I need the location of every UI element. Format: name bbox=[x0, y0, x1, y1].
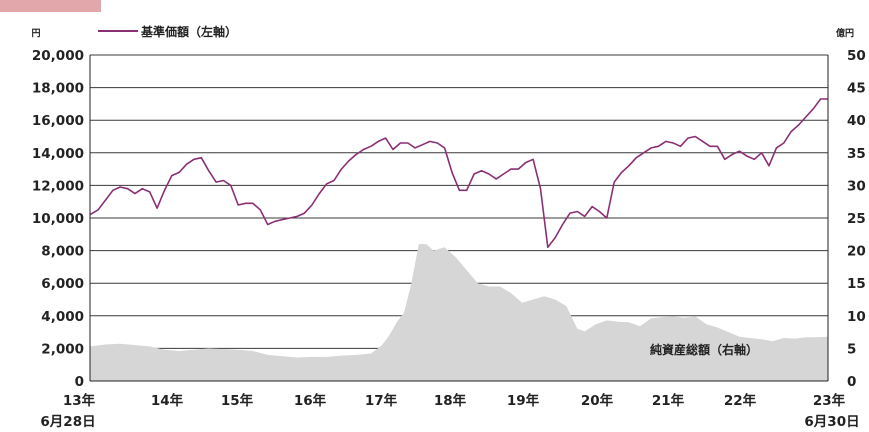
x-tick-label: 17年 bbox=[365, 392, 398, 409]
legend-nav-label: 基準価額（左軸） bbox=[140, 24, 237, 39]
nav-line-layer bbox=[89, 98, 828, 249]
left-tick-label: 6,000 bbox=[41, 276, 84, 292]
right-tick-label: 15 bbox=[847, 276, 866, 292]
x-tick-label: 14年 bbox=[151, 392, 184, 409]
x-tick-label: 15年 bbox=[221, 392, 254, 409]
x-tick-label: 16年 bbox=[294, 392, 327, 409]
left-tick-label: 10,000 bbox=[32, 211, 84, 227]
right-tick-label: 45 bbox=[847, 81, 866, 97]
left-axis-unit: 円 bbox=[31, 28, 40, 39]
right-tick-label: 25 bbox=[847, 211, 866, 227]
right-tick-label: 35 bbox=[847, 146, 866, 162]
right-tick-label: 5 bbox=[847, 341, 856, 357]
x-end-date: 6月30日 bbox=[804, 414, 859, 430]
x-start-date: 6月28日 bbox=[40, 414, 95, 430]
right-axis-unit: 億円 bbox=[836, 27, 854, 39]
left-tick-label: 12,000 bbox=[32, 178, 84, 194]
left-tick-label: 4,000 bbox=[41, 309, 84, 325]
left-tick-label: 16,000 bbox=[32, 113, 84, 129]
right-tick-label: 40 bbox=[847, 113, 866, 129]
x-tick-label: 19年 bbox=[507, 392, 540, 409]
right-tick-label: 30 bbox=[847, 178, 866, 194]
x-tick-label: 23年 bbox=[813, 392, 846, 409]
x-tick-label: 13年 bbox=[63, 392, 96, 409]
aum-area-layer bbox=[90, 244, 828, 381]
legend-aum-label: 純資産総額（右軸） bbox=[650, 342, 758, 357]
nav-line bbox=[89, 98, 828, 249]
right-tick-label: 50 bbox=[847, 48, 866, 64]
left-tick-label: 18,000 bbox=[32, 81, 84, 97]
right-tick-label: 0 bbox=[847, 374, 856, 390]
left-tick-label: 8,000 bbox=[41, 244, 84, 260]
left-tick-label: 2,000 bbox=[41, 341, 84, 357]
right-tick-label: 10 bbox=[847, 309, 866, 325]
left-tick-label: 14,000 bbox=[32, 146, 84, 162]
left-tick-label: 0 bbox=[75, 374, 84, 390]
axis-layer: 0 0 2,000 5 4,000 10 6,000 15 8,000 20 10,000 25 12,… bbox=[32, 48, 866, 409]
x-tick-label: 22年 bbox=[724, 392, 757, 409]
right-tick-label: 20 bbox=[847, 244, 866, 260]
section-header-tab bbox=[0, 0, 101, 12]
x-tick-label: 21年 bbox=[652, 392, 685, 409]
left-tick-label: 20,000 bbox=[32, 48, 84, 64]
aum-area bbox=[90, 244, 828, 381]
x-tick-label: 18年 bbox=[434, 392, 467, 409]
x-tick-label: 20年 bbox=[581, 392, 614, 409]
